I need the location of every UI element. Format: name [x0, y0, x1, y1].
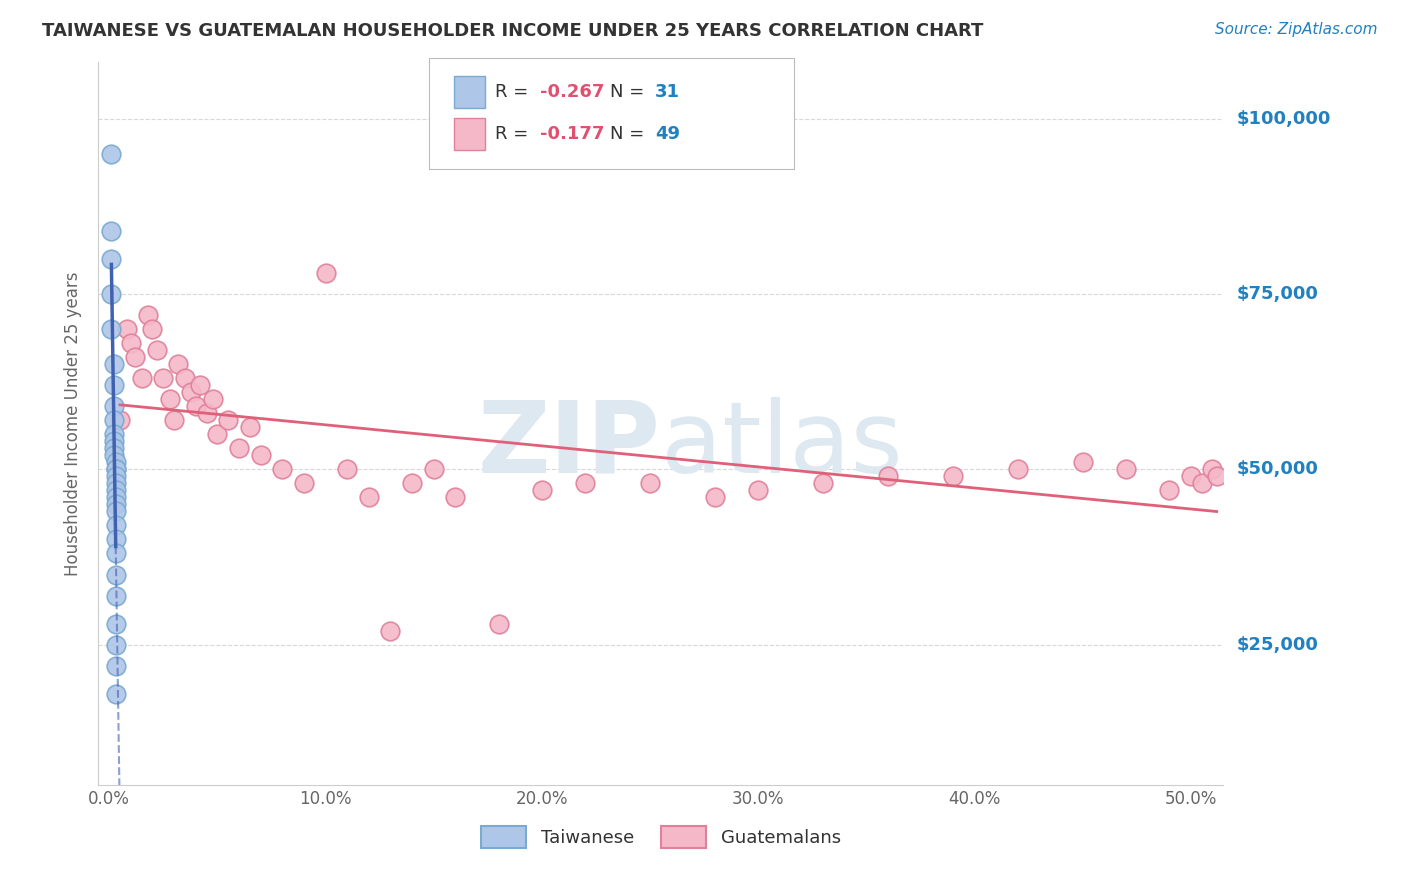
Text: N =: N = — [610, 125, 650, 143]
Point — [104, 476, 127, 491]
Point — [574, 476, 596, 491]
Point — [180, 385, 202, 400]
Point — [488, 616, 510, 631]
Point — [100, 322, 122, 336]
Point — [104, 589, 127, 603]
Point — [167, 357, 190, 371]
Point — [1201, 462, 1223, 476]
Point — [104, 658, 127, 673]
Point — [1191, 476, 1213, 491]
Point — [103, 434, 125, 449]
Text: R =: R = — [495, 125, 534, 143]
Point — [228, 442, 250, 456]
Point — [104, 518, 127, 533]
Point — [188, 378, 211, 392]
Point — [103, 413, 125, 427]
Point — [104, 455, 127, 469]
Point — [195, 406, 218, 420]
Text: 49: 49 — [655, 125, 681, 143]
Point — [103, 442, 125, 456]
Point — [104, 497, 127, 511]
Point — [747, 483, 769, 498]
Point — [104, 462, 127, 476]
Point — [1071, 455, 1094, 469]
Point — [315, 266, 337, 280]
Point — [380, 624, 402, 638]
Point — [136, 308, 159, 322]
Point — [103, 399, 125, 413]
Point — [100, 146, 122, 161]
Point — [103, 378, 125, 392]
Point — [207, 427, 229, 442]
Point — [357, 491, 380, 505]
Point — [271, 462, 294, 476]
Point — [103, 448, 125, 462]
Point — [103, 357, 125, 371]
Point — [422, 462, 444, 476]
Point — [104, 638, 127, 652]
Point — [104, 533, 127, 547]
Point — [174, 371, 197, 385]
Point — [942, 469, 965, 483]
Point — [1205, 469, 1227, 483]
Point — [103, 427, 125, 442]
Text: 31: 31 — [655, 83, 681, 101]
Point — [104, 491, 127, 505]
Point — [1007, 462, 1029, 476]
Legend: Taiwanese, Guatemalans: Taiwanese, Guatemalans — [474, 819, 848, 855]
Text: $100,000: $100,000 — [1237, 110, 1331, 128]
Point — [163, 413, 186, 427]
Point — [108, 413, 131, 427]
Point — [115, 322, 138, 336]
Point — [184, 399, 207, 413]
Point — [401, 476, 423, 491]
Text: N =: N = — [610, 83, 650, 101]
Point — [104, 546, 127, 560]
Text: R =: R = — [495, 83, 534, 101]
Point — [104, 483, 127, 498]
Point — [104, 687, 127, 701]
Point — [811, 476, 834, 491]
Point — [1159, 483, 1181, 498]
Point — [104, 462, 127, 476]
Text: $75,000: $75,000 — [1237, 285, 1319, 303]
Point — [638, 476, 661, 491]
Point — [1180, 469, 1202, 483]
Point — [124, 350, 146, 364]
Text: -0.177: -0.177 — [540, 125, 605, 143]
Text: $50,000: $50,000 — [1237, 460, 1319, 478]
Point — [217, 413, 239, 427]
Point — [159, 392, 181, 406]
Text: atlas: atlas — [661, 397, 903, 494]
Point — [336, 462, 359, 476]
Text: ZIP: ZIP — [478, 397, 661, 494]
Point — [120, 336, 142, 351]
Point — [444, 491, 467, 505]
Point — [100, 224, 122, 238]
Point — [202, 392, 225, 406]
Text: $25,000: $25,000 — [1237, 636, 1319, 654]
Point — [141, 322, 163, 336]
Point — [104, 616, 127, 631]
Point — [292, 476, 315, 491]
Point — [104, 567, 127, 582]
Point — [146, 343, 169, 357]
Point — [703, 491, 725, 505]
Point — [249, 448, 271, 462]
Y-axis label: Householder Income Under 25 years: Householder Income Under 25 years — [65, 271, 83, 576]
Point — [239, 420, 262, 434]
Point — [100, 252, 122, 266]
Point — [877, 469, 900, 483]
Point — [100, 287, 122, 301]
Text: Source: ZipAtlas.com: Source: ZipAtlas.com — [1215, 22, 1378, 37]
Point — [131, 371, 153, 385]
Text: -0.267: -0.267 — [540, 83, 605, 101]
Point — [152, 371, 174, 385]
Text: TAIWANESE VS GUATEMALAN HOUSEHOLDER INCOME UNDER 25 YEARS CORRELATION CHART: TAIWANESE VS GUATEMALAN HOUSEHOLDER INCO… — [42, 22, 984, 40]
Point — [1115, 462, 1137, 476]
Point — [530, 483, 553, 498]
Point — [104, 469, 127, 483]
Point — [104, 504, 127, 518]
